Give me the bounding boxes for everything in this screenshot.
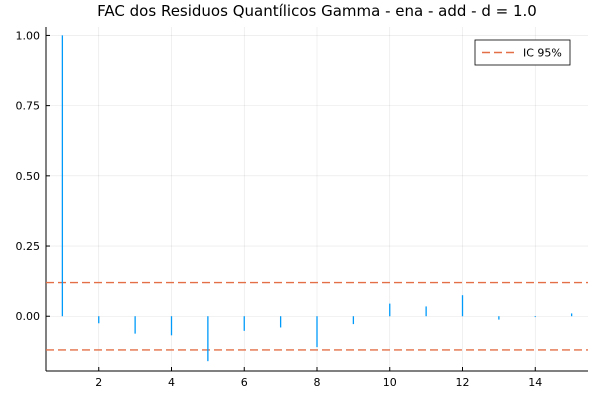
legend-box <box>474 39 571 66</box>
y-tick-label: 0.25 <box>16 240 41 253</box>
legend: IC 95% <box>474 39 571 66</box>
x-tick-label: 14 <box>528 376 542 389</box>
x-tick-label: 12 <box>456 376 470 389</box>
acf-bars <box>61 35 573 362</box>
y-tick-label: 1.00 <box>16 29 41 42</box>
x-tick-label: 6 <box>241 376 248 389</box>
axes: 2 4 6 8 10 12 14 0.00 0.25 0.50 0.75 1.00 <box>16 27 588 389</box>
y-tick-label: 0.00 <box>16 310 41 323</box>
x-tick-label: 4 <box>168 376 175 389</box>
chart-title: FAC dos Residuos Quantílicos Gamma - ena… <box>97 2 537 20</box>
x-tick-label: 8 <box>314 376 321 389</box>
y-tick-label: 0.50 <box>16 170 41 183</box>
confidence-interval-lines <box>46 281 588 351</box>
grid <box>46 27 588 371</box>
legend-label-ci: IC 95% <box>523 47 562 60</box>
x-tick-label: 10 <box>383 376 397 389</box>
x-tick-label: 2 <box>95 376 102 389</box>
y-tick-label: 0.75 <box>16 100 41 113</box>
